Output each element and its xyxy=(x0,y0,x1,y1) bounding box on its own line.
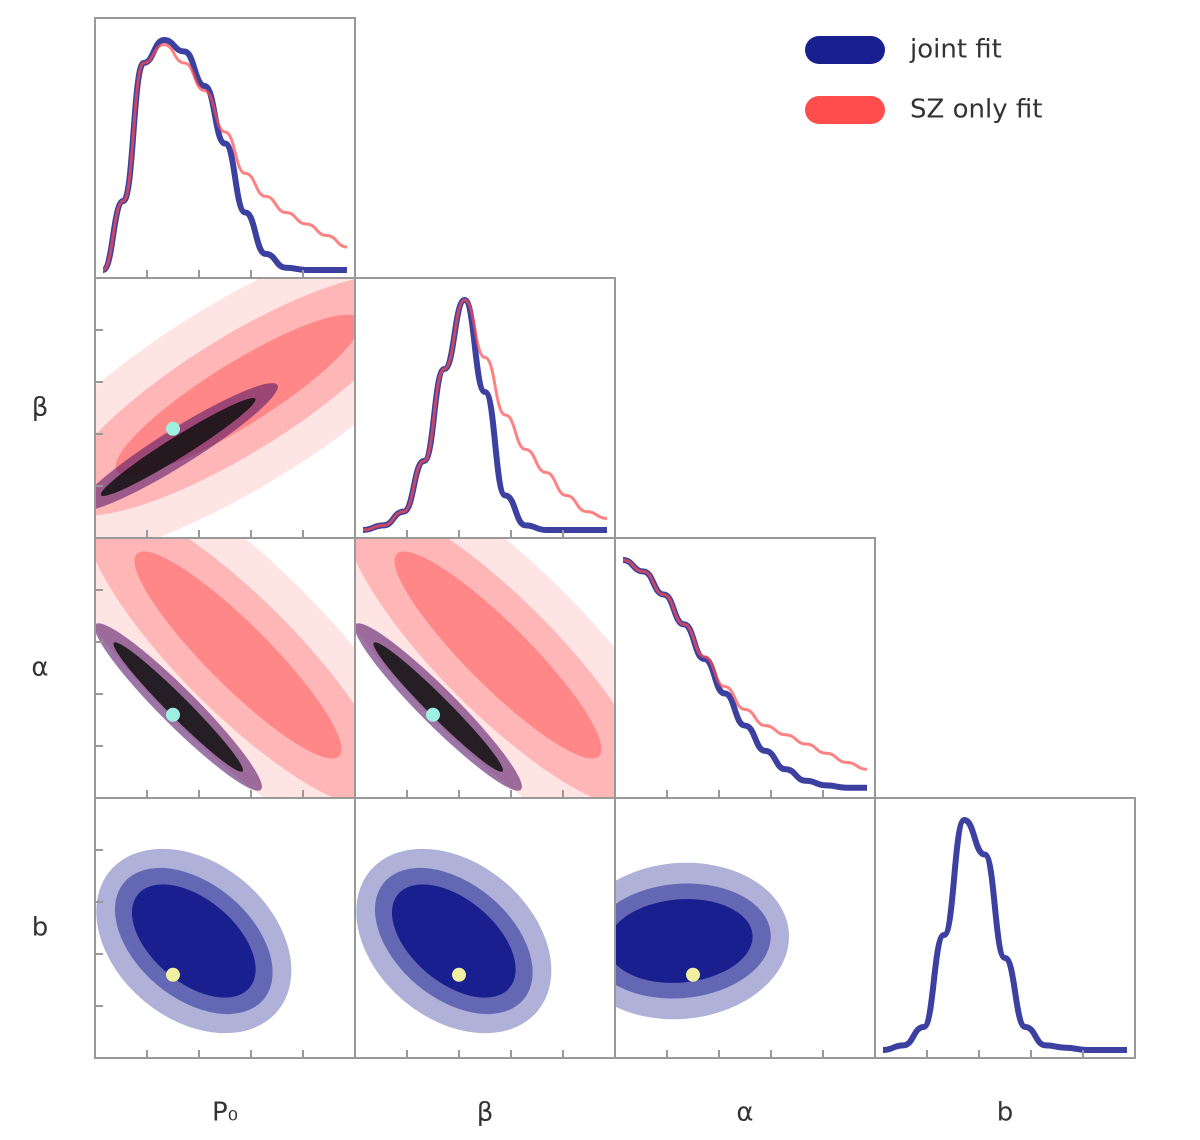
y-axis-label: β xyxy=(32,393,49,423)
best-fit xyxy=(452,967,466,982)
panel xyxy=(615,862,789,1020)
y-axis-label: b xyxy=(32,913,49,943)
best-fit xyxy=(686,967,700,982)
panel-frame xyxy=(874,797,1136,1059)
posterior-curve xyxy=(362,298,608,532)
panel xyxy=(96,848,292,1034)
x-axis-label: P₀ xyxy=(212,1098,238,1128)
x-axis-label: β xyxy=(477,1098,494,1128)
panel xyxy=(622,557,868,791)
sz-contour xyxy=(134,551,342,759)
best-fit xyxy=(166,421,180,436)
posterior-curve xyxy=(102,43,348,272)
sz-contour xyxy=(394,551,602,759)
joint-contour xyxy=(131,884,256,998)
y-axis-label: α xyxy=(31,653,48,683)
panel-frame xyxy=(354,277,616,539)
best-fit xyxy=(166,967,180,982)
panel xyxy=(101,36,348,273)
panel xyxy=(355,538,615,798)
best-fit xyxy=(426,707,440,722)
panel xyxy=(95,538,355,798)
x-axis-label: α xyxy=(736,1098,753,1128)
panel xyxy=(95,278,355,538)
joint-contour xyxy=(373,642,503,772)
sz-contour xyxy=(95,538,355,798)
x-axis-label: b xyxy=(997,1098,1014,1128)
joint-contour xyxy=(391,884,516,998)
posterior-curve xyxy=(882,816,1127,1053)
joint-contour xyxy=(615,899,753,983)
posterior-curve xyxy=(622,558,868,771)
panel xyxy=(356,848,552,1034)
panel xyxy=(362,296,608,533)
sz-contour xyxy=(355,538,615,798)
best-fit xyxy=(166,707,180,722)
legend-label: SZ only fit xyxy=(910,95,1042,125)
joint-contour xyxy=(100,397,256,497)
panel xyxy=(882,816,1127,1053)
joint-contour xyxy=(113,642,243,772)
sz-contour xyxy=(95,538,355,798)
legend-swatch xyxy=(805,96,885,124)
legend-swatch xyxy=(805,36,885,64)
sz-contour xyxy=(355,538,615,798)
legend-label: joint fit xyxy=(909,35,1002,65)
